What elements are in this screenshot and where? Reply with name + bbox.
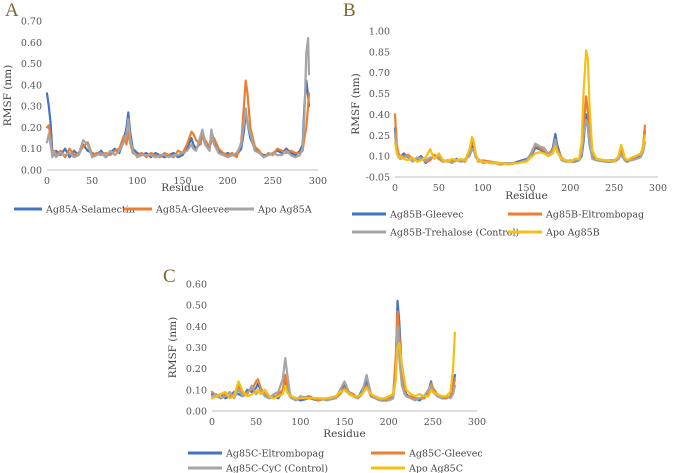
y-tick-label: 0.25 — [369, 131, 390, 142]
series-line-ag85a-selamectin — [45, 79, 311, 159]
y-tick-label: 0.10 — [21, 144, 42, 155]
x-tick-label: 150 — [517, 183, 535, 194]
y-tick-label: 0.70 — [21, 17, 42, 28]
legend-label-ag85b-trehalose-control: Ag85B-Trehalose (Control) — [389, 228, 519, 239]
x-axis-title: Residue — [505, 190, 548, 202]
y-axis-title: RMSF (nm) — [350, 73, 362, 134]
legend-label-apo-ag85a: Apo Ag85A — [257, 205, 312, 216]
x-tick-label: 50 — [86, 176, 98, 187]
y-tick-label: 0.10 — [369, 152, 390, 163]
y-tick-label: 0.60 — [186, 280, 207, 291]
legend-label-apo-ag85b: Apo Ag85B — [545, 228, 600, 239]
y-tick-label: 0.85 — [369, 47, 390, 58]
y-tick-label: 0.50 — [186, 301, 207, 312]
x-tick-label: 300 — [309, 176, 327, 187]
x-tick-label: 0 — [209, 417, 215, 428]
x-tick-label: 200 — [380, 417, 398, 428]
panel-letter-b: B — [343, 0, 356, 21]
legend-label-ag85c-gleevec: Ag85C-Gleevec — [408, 449, 483, 460]
series-line-ag85c-eltrombopag — [210, 299, 456, 402]
y-tick-label: 0.60 — [21, 38, 42, 49]
series-line-ag85a-gleevec — [45, 79, 311, 159]
x-axis-title: Residue — [161, 182, 204, 194]
legend-label-apo-ag85c: Apo Ag85C — [408, 464, 463, 473]
y-tick-label: 0.40 — [21, 80, 42, 91]
x-tick-label: 50 — [433, 183, 445, 194]
x-tick-label: 250 — [605, 183, 623, 194]
series-line-apo-ag85a — [45, 36, 311, 159]
panel-b: B -0.05 0.10 0.25 0.40 0.55 0.70 0.85 1.00 0 50 10… — [340, 0, 678, 245]
y-tick-label: -0.05 — [366, 173, 390, 184]
x-tick-label: 200 — [561, 183, 579, 194]
y-tick-label: 0.40 — [369, 110, 390, 121]
rmsf-chart-ag85c: 0.00 0.10 0.20 0.30 0.40 0.50 0.60 0 50 100 150 200… — [167, 280, 486, 473]
x-tick-label: 50 — [250, 417, 262, 428]
y-tick-label: 0.20 — [186, 364, 207, 375]
series-line-ag85c-gleevec — [210, 310, 456, 402]
legend-label-ag85a-gleevec: Ag85A-Gleevec — [155, 205, 229, 216]
legend-label-ag85c-cyc-control: Ag85C-CyC (Control) — [225, 464, 328, 473]
y-axis-title: RMSF (nm) — [167, 317, 179, 378]
x-tick-label: 150 — [335, 417, 353, 428]
x-tick-label: 100 — [291, 417, 309, 428]
legend-label-ag85c-eltrombopag: Ag85C-Eltrombopag — [225, 449, 324, 460]
x-tick-label: 0 — [44, 176, 50, 187]
x-tick-label: 300 — [468, 417, 486, 428]
series-line-apo-ag85b — [393, 49, 646, 166]
legend-label-ag85b-gleevec: Ag85B-Gleevec — [389, 210, 464, 221]
y-tick-label: 0.00 — [21, 166, 42, 177]
y-tick-label: 0.30 — [186, 343, 207, 354]
x-tick-label: 100 — [474, 183, 492, 194]
panel-a: A 0.00 0.10 0.20 0.30 0.40 0.50 0.60 0.70 0 50 100… — [0, 0, 340, 225]
y-tick-label: 0.40 — [186, 322, 207, 333]
panel-c: C 0.00 0.10 0.20 0.30 0.40 0.50 0.60 0 50 100 150 2… — [160, 262, 530, 473]
y-tick-label: 0.50 — [21, 59, 42, 70]
y-tick-label: 0.55 — [369, 89, 390, 100]
y-tick-label: 0.70 — [369, 68, 390, 79]
x-tick-label: 250 — [424, 417, 442, 428]
x-tick-label: 250 — [264, 176, 282, 187]
y-tick-label: 0.10 — [186, 385, 207, 396]
series-line-apo-ag85c — [210, 331, 456, 400]
panel-letter-a: A — [5, 0, 19, 21]
legend-label-ag85b-eltrombopag: Ag85B-Eltrombopag — [545, 210, 644, 221]
rmsf-chart-ag85b: -0.05 0.10 0.25 0.40 0.55 0.70 0.85 1.00 0 50 100 1… — [350, 27, 667, 239]
y-tick-label: 0.30 — [21, 102, 42, 113]
y-tick-label: 0.20 — [21, 123, 42, 134]
rmsf-chart-ag85a: 0.00 0.10 0.20 0.30 0.40 0.50 0.60 0.70 0 50 100 15… — [2, 17, 327, 216]
x-tick-label: 100 — [128, 176, 146, 187]
y-axis-title: RMSF (nm) — [2, 65, 14, 126]
x-axis-title: Residue — [323, 428, 366, 440]
y-tick-label: 1.00 — [369, 27, 390, 38]
x-tick-label: 150 — [173, 176, 191, 187]
x-tick-label: 200 — [219, 176, 237, 187]
legend-label-ag85a-selamectin: Ag85A-Selamectin — [45, 205, 135, 216]
x-tick-label: 0 — [392, 183, 398, 194]
panel-letter-c: C — [163, 266, 176, 287]
x-tick-label: 300 — [649, 183, 667, 194]
y-tick-label: 0.00 — [186, 407, 207, 418]
